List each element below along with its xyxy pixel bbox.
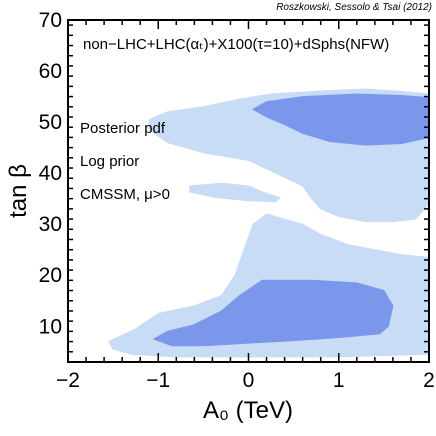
credit-text: Roszkowski, Sessolo & Tsai (2012) [276, 2, 432, 13]
region-68-4 [153, 279, 394, 347]
x-tick-label: 2 [423, 369, 435, 392]
x-tick-label: −1 [146, 369, 170, 392]
y-tick-label: 50 [39, 111, 62, 134]
annotation-posterior-pdf: Posterior pdf [80, 120, 166, 137]
x-tick-label: 0 [243, 369, 255, 392]
y-tick-label: 10 [39, 315, 62, 338]
credible-regions [108, 88, 430, 358]
annotation-model: CMSSM, μ>0 [80, 186, 170, 203]
x-axis-label: A₀ (TeV) [203, 397, 293, 424]
x-tick-label: −2 [56, 369, 80, 392]
annotation-log-prior: Log prior [80, 153, 139, 170]
y-tick-label: 60 [39, 60, 62, 83]
y-axis-label: tan β [5, 164, 32, 218]
region-68-3 [252, 93, 430, 146]
y-tick-label: 30 [39, 213, 62, 236]
y-tick-label: 70 [39, 9, 62, 32]
y-tick-label: 40 [39, 162, 62, 185]
region-95-1 [189, 182, 281, 203]
axis-ticks: −2 −1 0 1 2 10 20 30 40 50 60 70 [39, 9, 435, 392]
legend-title: non−LHC+LHC(αₜ)+X100(τ=10)+dSphs(NFW) [83, 36, 389, 53]
y-tick-label: 20 [39, 264, 62, 287]
x-tick-label: 1 [333, 369, 345, 392]
